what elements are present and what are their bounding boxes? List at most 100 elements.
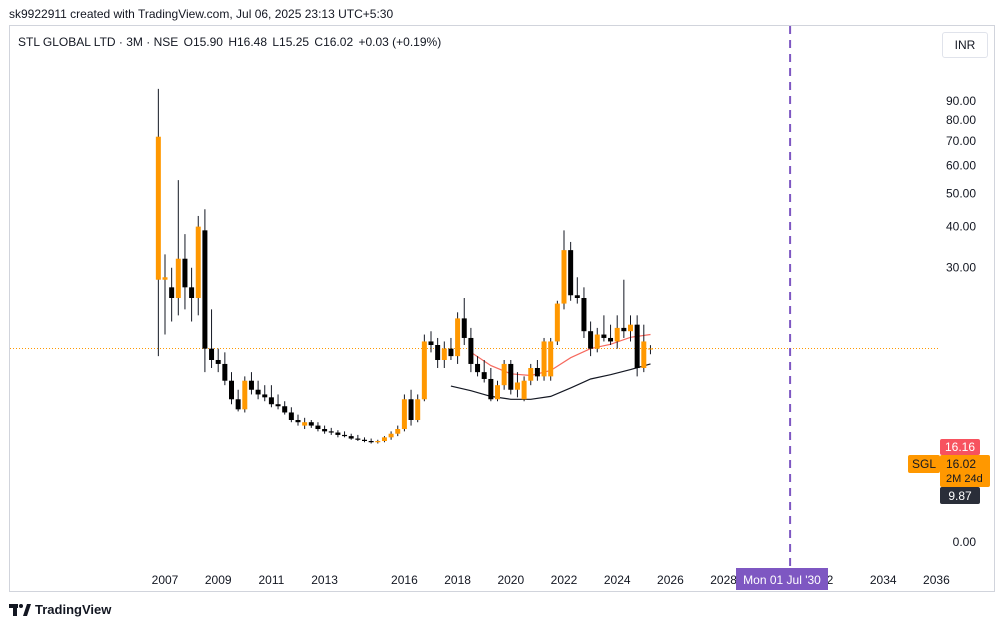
- candle-body: [415, 399, 421, 420]
- candle-body: [428, 341, 434, 346]
- candle-body: [628, 324, 633, 332]
- candle-body: [175, 258, 181, 298]
- candle-body: [501, 363, 507, 386]
- candle-body: [521, 380, 527, 400]
- price-axis-label: 90.00: [946, 94, 976, 108]
- candle-body: [395, 429, 401, 434]
- candle-body: [388, 433, 394, 438]
- candle-body: [189, 287, 195, 298]
- candle-body: [255, 389, 261, 395]
- time-axis-label: 2036: [923, 573, 950, 587]
- candle-body: [401, 399, 407, 430]
- candle-body: [468, 337, 474, 364]
- price-axis: 90.00 80.00 70.00 60.00 50.00 40.00 30.00 0.00: [946, 94, 976, 549]
- candle-body: [328, 431, 334, 433]
- ma-short-line: [470, 333, 651, 377]
- high-tag: 16.16: [945, 440, 975, 454]
- candle-body: [435, 345, 441, 360]
- candle-body: [162, 277, 168, 280]
- candle-body: [282, 406, 288, 413]
- candle-body: [229, 380, 234, 400]
- time-axis-label: 2013: [311, 573, 338, 587]
- candle-body: [182, 258, 188, 288]
- time-axis-label: 2011: [258, 573, 284, 587]
- time-axis-label: 2024: [604, 573, 631, 587]
- ma-long-line: [450, 363, 651, 400]
- change-value: +0.03 (+0.19%): [358, 35, 442, 49]
- candle-body: [421, 341, 427, 400]
- candle-body: [568, 250, 574, 296]
- candle-body: [248, 380, 254, 390]
- candle-body: [322, 429, 328, 432]
- candle-body: [641, 341, 647, 368]
- time-axis-label: 2026: [657, 573, 684, 587]
- candle-body: [308, 422, 314, 426]
- tradingview-logo-icon: [9, 603, 31, 616]
- candle-body: [408, 399, 414, 420]
- time-axis-label: 2007: [152, 573, 179, 587]
- time-axis-label: 2034: [870, 573, 897, 587]
- candle-body: [362, 439, 367, 442]
- candle-body: [355, 438, 361, 440]
- candle-body: [235, 399, 241, 410]
- cursor-date-label: Mon 01 Jul '30: [743, 573, 821, 587]
- time-axis-label: 2022: [551, 573, 578, 587]
- candle-body: [441, 348, 447, 360]
- time-axis-label: 2020: [497, 573, 524, 587]
- time-axis: 2007 2009 2011 2013 2016 2018 2020 2022 2024 2026…: [152, 573, 950, 587]
- price-axis-label: 0.00: [953, 535, 977, 549]
- candle-body: [242, 380, 248, 410]
- price-axis-label: 30.00: [946, 261, 976, 275]
- price-axis-label: 60.00: [946, 158, 976, 172]
- tradingview-footer[interactable]: TradingView: [9, 602, 111, 617]
- candle-body: [202, 230, 208, 349]
- candle-body: [481, 372, 487, 379]
- candle-body: [375, 441, 381, 443]
- time-axis-label: 2016: [391, 573, 418, 587]
- low-tag: 9.87: [948, 489, 972, 503]
- price-axis-label: 80.00: [946, 113, 976, 127]
- candle-body: [495, 385, 500, 400]
- candle-body: [461, 318, 467, 338]
- candle-body: [608, 337, 614, 342]
- candle-body: [548, 341, 554, 377]
- candle-body: [448, 348, 454, 357]
- currency-button[interactable]: INR: [942, 32, 988, 58]
- symbol-tag-bg: [908, 455, 940, 473]
- candle-body: [335, 432, 341, 435]
- candle-body: [381, 437, 387, 442]
- time-axis-label: 2028: [710, 573, 737, 587]
- candle-body: [541, 341, 547, 377]
- last-price-tag: 16.02: [946, 457, 976, 471]
- high-value: H16.48: [228, 35, 268, 49]
- candle-body: [222, 363, 228, 381]
- candle-body: [614, 327, 620, 342]
- chart-frame: [9, 25, 995, 592]
- candle-body: [268, 397, 274, 405]
- candle-body: [514, 382, 520, 390]
- candle-body: [534, 367, 540, 377]
- time-axis-label: 2: [827, 573, 834, 587]
- candle-body: [348, 436, 354, 439]
- candle-body: [368, 441, 374, 443]
- cursor-date-bg: [736, 568, 828, 590]
- candle-body: [581, 297, 587, 332]
- candles: [155, 88, 653, 444]
- candle-body: [574, 295, 580, 298]
- candle-body: [647, 348, 653, 350]
- candle-body: [621, 327, 627, 332]
- close-value: C16.02: [314, 35, 354, 49]
- candle-body: [634, 324, 640, 368]
- price-axis-label: 40.00: [946, 220, 976, 234]
- price-axis-label: 50.00: [946, 186, 976, 200]
- candle-body: [302, 422, 308, 426]
- footer-brand: TradingView: [35, 602, 112, 617]
- candle-body: [508, 363, 514, 390]
- last-price-tag-bg: [940, 455, 990, 487]
- candle-body: [288, 412, 294, 420]
- symbol-name[interactable]: STL GLOBAL LTD · 3M · NSE: [18, 35, 179, 49]
- candle-body: [594, 334, 600, 349]
- time-axis-label: 2018: [444, 573, 471, 587]
- candle-body: [195, 226, 201, 298]
